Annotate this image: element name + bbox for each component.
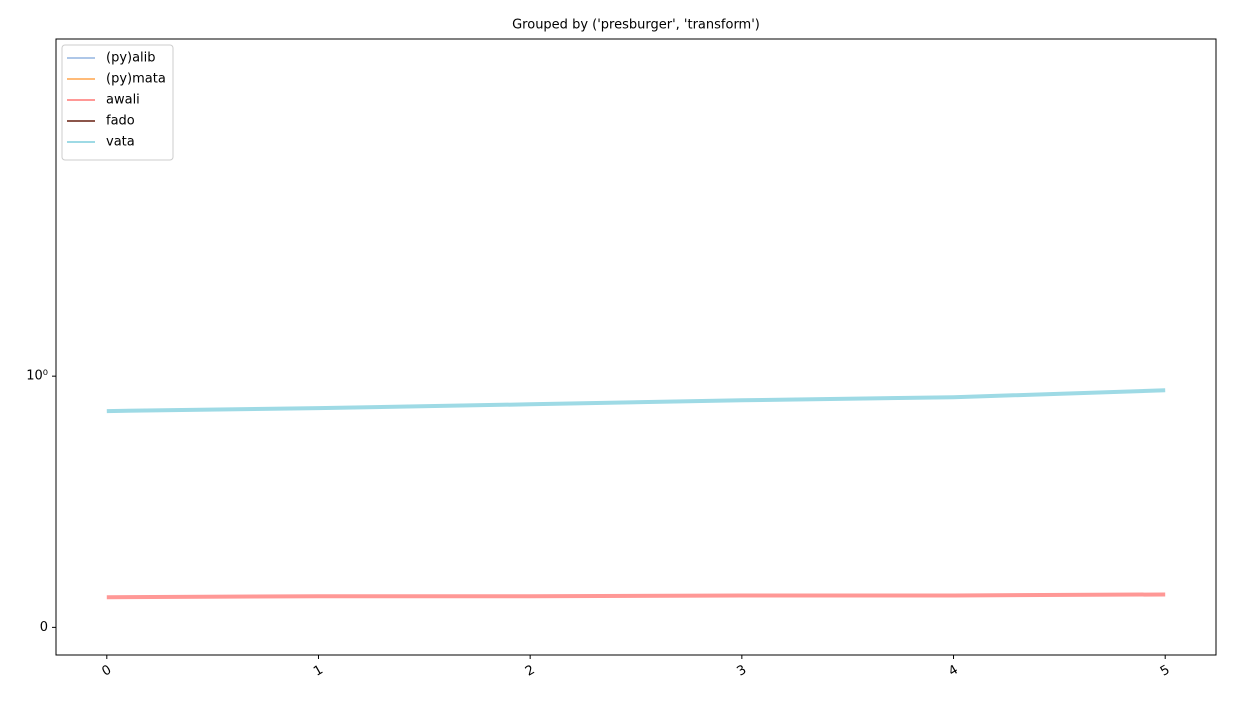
chart-title: Grouped by ('presburger', 'transform')	[512, 18, 760, 33]
legend-label: awali	[106, 93, 140, 108]
legend-label: (py)mata	[106, 72, 166, 87]
axes-frame	[55, 38, 1217, 656]
legend-box	[61, 44, 174, 161]
legend-label: (py)alib	[106, 51, 156, 66]
legend-label: vata	[106, 135, 135, 150]
y-tick-label: 10⁰	[26, 369, 48, 384]
series-line	[106, 592, 1166, 600]
legend-label: fado	[106, 114, 135, 129]
series-line	[106, 388, 1166, 414]
y-tick-label: 0	[40, 620, 48, 635]
